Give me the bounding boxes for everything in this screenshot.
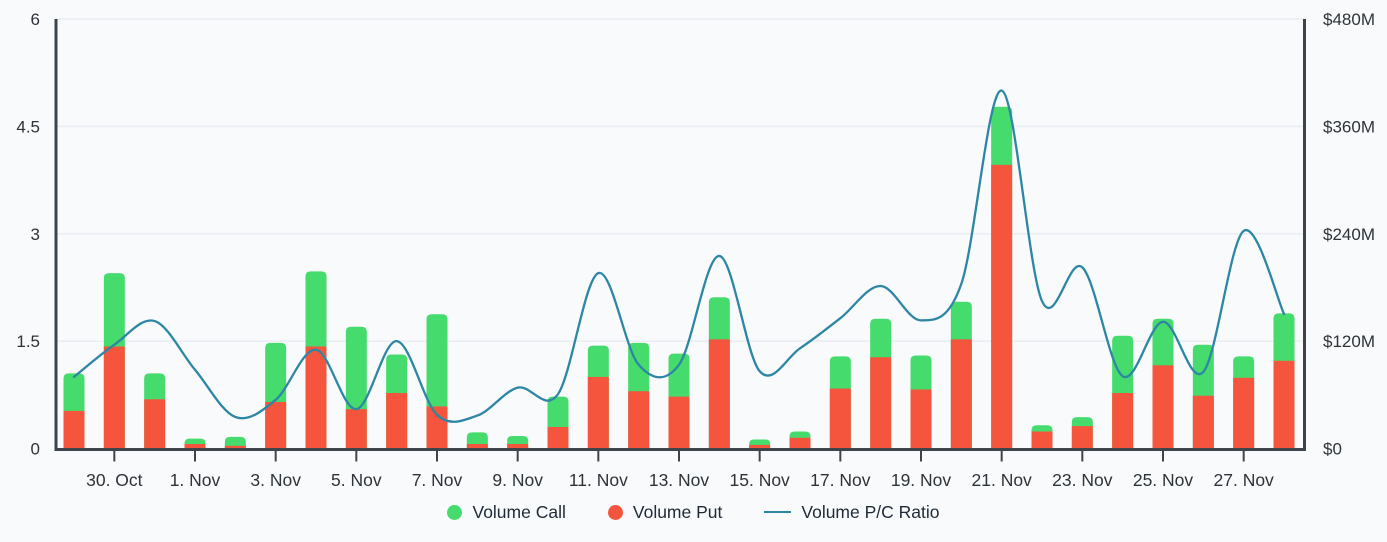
volume-call-circle-swatch-icon bbox=[447, 504, 463, 520]
x-tick-label: 15. Nov bbox=[730, 470, 791, 490]
y-tick-label-right: $240M bbox=[1323, 225, 1375, 244]
y-tick-label-right: $120M bbox=[1323, 332, 1375, 351]
bar-volume-put[interactable] bbox=[1273, 360, 1295, 449]
y-tick-label-left: 4.5 bbox=[16, 117, 40, 136]
bar-volume-put[interactable] bbox=[426, 406, 448, 449]
bar-volume-put[interactable] bbox=[184, 444, 206, 449]
y-tick-label-right: $360M bbox=[1323, 117, 1375, 136]
bar-volume-put[interactable] bbox=[1031, 431, 1053, 449]
bar-volume-put[interactable] bbox=[103, 346, 125, 449]
x-tick-label: 11. Nov bbox=[569, 470, 628, 490]
bar-volume-put[interactable] bbox=[870, 357, 892, 449]
y-tick-label-left: 6 bbox=[31, 10, 40, 29]
x-tick-label: 17. Nov bbox=[810, 470, 871, 490]
bar-volume-put[interactable] bbox=[708, 339, 730, 449]
y-tick-label-left: 3 bbox=[31, 225, 40, 244]
legend-item-volume-put[interactable]: Volume Put bbox=[607, 502, 723, 522]
bar-volume-put[interactable] bbox=[789, 437, 811, 449]
bar-volume-put[interactable] bbox=[749, 444, 771, 449]
legend-item-volume-call[interactable]: Volume Call bbox=[447, 502, 566, 522]
bar-volume-put[interactable] bbox=[265, 401, 287, 449]
bar-volume-put[interactable] bbox=[1192, 395, 1214, 449]
legend-label-volume-put: Volume Put bbox=[632, 502, 723, 522]
chart-legend: Volume Call Volume Put Volume P/C Ratio bbox=[0, 503, 1387, 522]
y-tick-label-right: $480M bbox=[1323, 10, 1375, 29]
x-tick-label: 13. Nov bbox=[649, 470, 710, 490]
bar-volume-put[interactable] bbox=[628, 391, 650, 449]
bar-volume-put[interactable] bbox=[1233, 377, 1255, 449]
bar-volume-put[interactable] bbox=[345, 409, 367, 449]
x-tick-label: 5. Nov bbox=[331, 470, 382, 490]
volume-pc-ratio-line-swatch-icon bbox=[764, 511, 792, 514]
bar-volume-call[interactable] bbox=[224, 436, 246, 449]
legend-label-volume-pc-ratio: Volume P/C Ratio bbox=[801, 502, 940, 522]
legend-label-volume-call: Volume Call bbox=[472, 502, 566, 522]
bar-volume-put[interactable] bbox=[991, 164, 1013, 449]
x-tick-label: 3. Nov bbox=[250, 470, 301, 490]
x-tick-label: 25. Nov bbox=[1133, 470, 1194, 490]
x-tick-label: 1. Nov bbox=[170, 470, 221, 490]
bar-volume-put[interactable] bbox=[1071, 426, 1093, 449]
y-tick-label-left: 1.5 bbox=[16, 332, 40, 351]
x-tick-label: 9. Nov bbox=[492, 470, 543, 490]
chart-canvas: 30. Oct 1. Nov 3. Nov 5. Nov 7. Nov 9. Nov 11.… bbox=[16, 10, 1375, 490]
x-tick-label: 19. Nov bbox=[891, 470, 952, 490]
x-tick-label: 30. Oct bbox=[86, 470, 143, 490]
x-tick-label: 23. Nov bbox=[1052, 470, 1113, 490]
bar-volume-put[interactable] bbox=[386, 393, 408, 449]
bar-volume-put[interactable] bbox=[668, 396, 690, 449]
bar-volume-put[interactable] bbox=[144, 399, 166, 449]
bar-volume-put[interactable] bbox=[950, 339, 972, 449]
bar-volume-put[interactable] bbox=[910, 389, 932, 449]
bar-volume-put[interactable] bbox=[507, 444, 529, 449]
bar-volume-put[interactable] bbox=[224, 445, 246, 449]
bar-volume-put[interactable] bbox=[305, 346, 327, 449]
bar-volume-put[interactable] bbox=[466, 444, 488, 449]
x-tick-label: 7. Nov bbox=[412, 470, 463, 490]
x-tick-label: 27. Nov bbox=[1214, 470, 1275, 490]
x-tick-label: 21. Nov bbox=[972, 470, 1033, 490]
volume-put-circle-swatch-icon bbox=[607, 504, 623, 520]
bar-volume-put[interactable] bbox=[1112, 393, 1134, 449]
bar-volume-put[interactable] bbox=[63, 410, 85, 449]
bar-volume-put[interactable] bbox=[829, 388, 851, 449]
y-tick-label-left: 0 bbox=[31, 440, 40, 459]
y-tick-label-right: $0 bbox=[1323, 440, 1342, 459]
pc-ratio-line[interactable] bbox=[72, 89, 1286, 423]
bar-volume-put[interactable] bbox=[587, 376, 609, 449]
bar-volume-put[interactable] bbox=[547, 427, 569, 449]
legend-item-volume-pc-ratio[interactable]: Volume P/C Ratio bbox=[764, 502, 940, 522]
bar-volume-put[interactable] bbox=[1152, 365, 1174, 449]
